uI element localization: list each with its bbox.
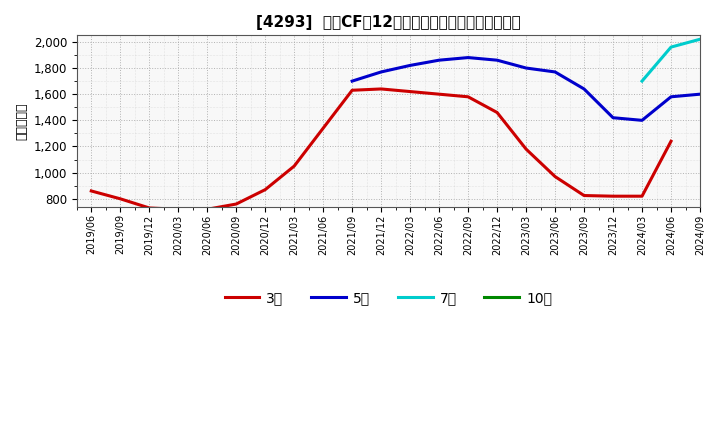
Y-axis label: （百万円）: （百万円）: [15, 102, 28, 140]
3年: [174, 207, 183, 212]
3年: [638, 194, 647, 199]
5年: [492, 58, 501, 63]
5年: [580, 86, 588, 92]
3年: [377, 86, 385, 92]
3年: [522, 147, 531, 152]
5年: [406, 63, 415, 68]
Line: 5年: 5年: [352, 58, 700, 120]
5年: [638, 117, 647, 123]
5年: [551, 70, 559, 75]
3年: [435, 92, 444, 97]
7年: [667, 44, 675, 50]
5年: [348, 78, 356, 84]
3年: [203, 207, 212, 212]
7年: [696, 37, 704, 42]
3年: [464, 94, 472, 99]
3年: [145, 205, 153, 211]
5年: [377, 70, 385, 75]
7年: [638, 78, 647, 84]
5年: [435, 58, 444, 63]
5年: [667, 94, 675, 99]
3年: [406, 89, 415, 94]
5年: [464, 55, 472, 60]
3年: [87, 188, 96, 194]
3年: [608, 194, 617, 199]
3年: [232, 202, 240, 207]
3年: [551, 174, 559, 179]
Line: 3年: 3年: [91, 89, 671, 209]
3年: [492, 110, 501, 115]
3年: [261, 187, 269, 192]
3年: [319, 125, 328, 131]
3年: [667, 139, 675, 144]
Line: 7年: 7年: [642, 39, 700, 81]
3年: [580, 193, 588, 198]
3年: [116, 196, 125, 202]
3年: [348, 88, 356, 93]
Legend: 3年, 5年, 7年, 10年: 3年, 5年, 7年, 10年: [219, 286, 557, 311]
3年: [290, 164, 299, 169]
5年: [608, 115, 617, 121]
5年: [522, 66, 531, 71]
Title: [4293]  営業CFの12か月移動合計の標準偏差の推移: [4293] 営業CFの12か月移動合計の標準偏差の推移: [256, 15, 521, 30]
5年: [696, 92, 704, 97]
